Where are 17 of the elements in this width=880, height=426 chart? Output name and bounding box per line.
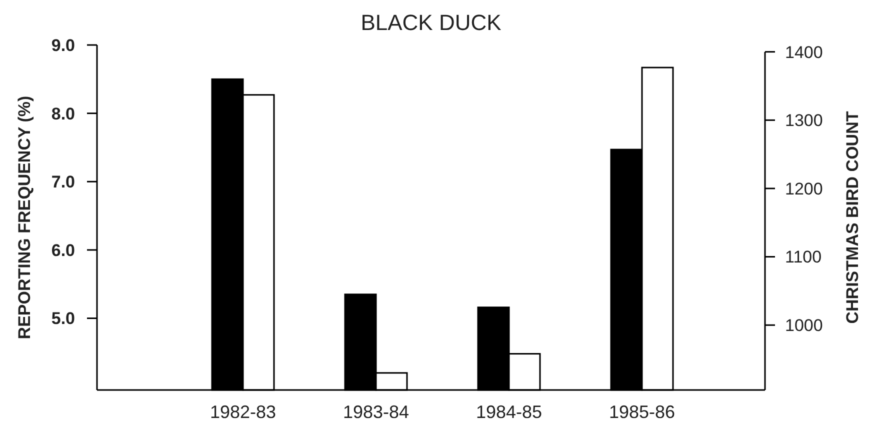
x-tick-label: 1985-86 <box>608 402 676 422</box>
y2-tick-label: 1000 <box>785 316 823 336</box>
y2-tick-label: 1400 <box>785 42 823 62</box>
y2-axis-title: CHRISTMAS BIRD COUNT <box>843 110 862 324</box>
y2-tick-label: 1200 <box>785 179 823 198</box>
y2-tick-label: 1100 <box>785 248 822 267</box>
y-tick-label: 5.0 <box>51 309 75 328</box>
x-tick-label: 1983-84 <box>342 402 410 422</box>
y-tick-label: 8.0 <box>51 104 75 124</box>
x-tick-label: 1984-85 <box>476 402 542 422</box>
y2-tick-label: 1300 <box>785 111 823 130</box>
y-tick-label: 9.0 <box>51 36 75 55</box>
x-tick-label: 1982-83 <box>210 402 276 422</box>
y-tick-label: 7.0 <box>51 172 75 192</box>
y-axis-title: REPORTING FREQUENCY (%) <box>15 96 34 340</box>
y-tick-label: 6.0 <box>51 240 75 260</box>
chart-title: BLACK DUCK <box>360 10 502 35</box>
